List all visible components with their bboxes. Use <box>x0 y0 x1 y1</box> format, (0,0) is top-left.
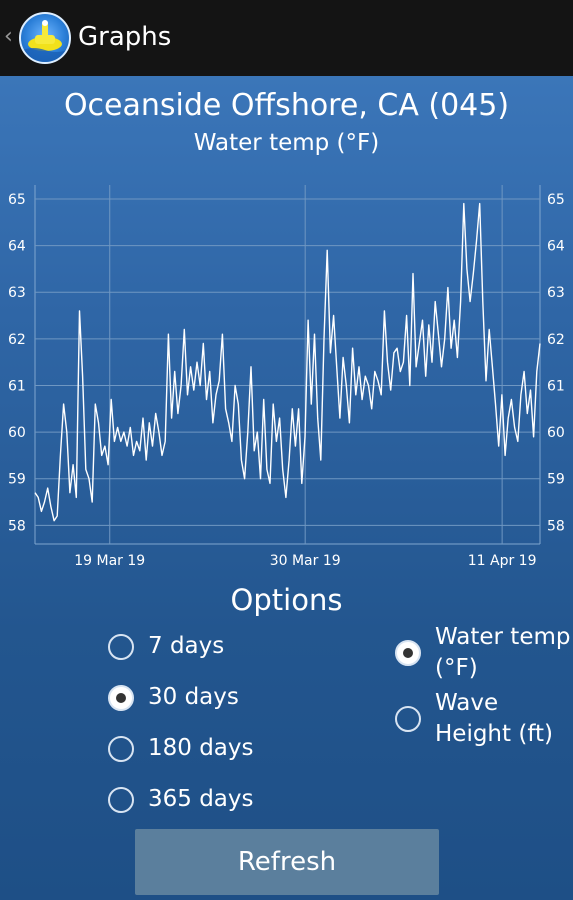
options-title: Options <box>230 583 343 617</box>
period-option-label: 180 days <box>148 735 254 761</box>
period-radio-button[interactable] <box>108 684 134 711</box>
y-tick-label-left: 58 <box>8 518 26 534</box>
metric-option[interactable]: Wave Height (ft) <box>395 688 573 750</box>
y-tick-label-right: 63 <box>547 285 565 301</box>
y-tick-label-right: 60 <box>547 425 565 441</box>
y-tick-label-left: 61 <box>8 378 26 394</box>
location-title: Oceanside Offshore, CA (045) <box>63 88 510 123</box>
x-tick-label: 30 Mar 19 <box>270 553 341 569</box>
water-temp-chart: 58 58 59 59 60 60 61 61 62 62 63 63 64 64 65 65 19 Mar 1… <box>8 185 565 569</box>
period-option[interactable]: 7 days <box>108 631 224 662</box>
metric-option[interactable]: Water temp (°F) <box>395 622 573 684</box>
period-radio-button[interactable] <box>108 786 134 813</box>
y-tick-label-right: 58 <box>547 518 565 534</box>
water-temp-line <box>34 202 541 522</box>
y-tick-label-right: 59 <box>547 472 565 488</box>
metric-radio-button[interactable] <box>395 640 421 666</box>
app-bar: ‹ Graphs <box>0 0 573 76</box>
metric-option-label: Water temp (°F) <box>435 624 571 681</box>
period-option-label: 365 days <box>148 786 254 812</box>
buoy-icon <box>23 20 67 62</box>
app-logo-icon[interactable] <box>19 12 71 64</box>
app-title: Graphs <box>78 22 172 52</box>
y-tick-label-left: 60 <box>8 425 26 441</box>
y-tick-label-right: 65 <box>547 192 565 208</box>
chart-subtitle: Water temp (°F) <box>193 130 380 156</box>
back-icon[interactable]: ‹ <box>4 24 13 49</box>
radio-dot <box>401 646 415 660</box>
period-option-label: 30 days <box>148 684 239 710</box>
y-tick-label-left: 62 <box>8 332 26 348</box>
metric-option-label: Wave Height (ft) <box>435 690 553 747</box>
y-tick-label-left: 59 <box>8 472 26 488</box>
period-radio-button[interactable] <box>108 633 134 660</box>
period-radio-button[interactable] <box>108 735 134 762</box>
radio-dot <box>114 690 128 705</box>
period-option[interactable]: 30 days <box>108 682 239 713</box>
x-tick-label: 19 Mar 19 <box>74 553 145 569</box>
x-tick-label: 11 Apr 19 <box>468 553 537 569</box>
y-tick-label-right: 62 <box>547 332 565 348</box>
y-tick-label-right: 61 <box>547 378 565 394</box>
y-tick-label-right: 64 <box>547 239 565 255</box>
period-option[interactable]: 180 days <box>108 733 254 764</box>
y-tick-label-left: 63 <box>8 285 26 301</box>
period-option-label: 7 days <box>148 633 225 659</box>
period-option[interactable]: 365 days <box>108 784 254 815</box>
y-tick-label-left: 64 <box>8 239 26 255</box>
refresh-button[interactable]: Refresh <box>135 829 439 895</box>
y-tick-label-left: 65 <box>8 192 26 208</box>
metric-radio-button[interactable] <box>395 706 421 732</box>
